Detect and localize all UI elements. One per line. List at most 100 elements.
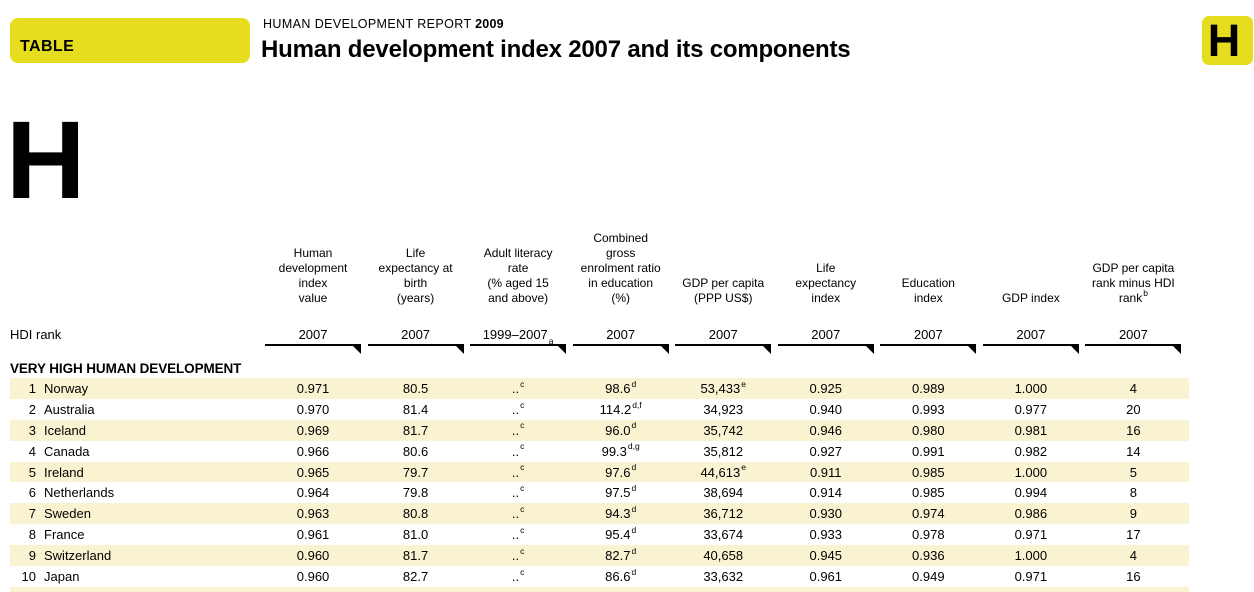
hdi-rank: 2	[28, 401, 36, 417]
cell-gdp_index: 0.982	[983, 444, 1086, 459]
cell-hdi_value: 0.963	[265, 506, 368, 521]
hdi-rank: 6	[28, 485, 36, 501]
cell-enrolment_ratio: 94.3d	[573, 505, 676, 522]
cell-life_expectancy_index: 0.930	[778, 506, 881, 521]
table-row: 9 Switzerland 0.960 81.7 ..c 82.7d 40,658 0.945…	[10, 545, 1189, 567]
cell-value: 0.936	[912, 548, 945, 564]
country-name: Norway	[44, 380, 89, 396]
column-year-hdi_value: 2007	[265, 314, 368, 344]
cell-value: 80.5	[402, 380, 429, 396]
footnote-marker: d	[631, 378, 637, 389]
column-year-gdp_index: 2007	[983, 314, 1086, 344]
cell-education_index: 0.974	[880, 506, 983, 521]
cell-value: 0.940	[809, 401, 843, 417]
column-header-hdi_value: Human development index value	[265, 210, 368, 314]
cell-adult_literacy: ..c	[470, 526, 573, 543]
rule-line	[470, 344, 567, 357]
footnote-marker: d,g	[627, 441, 640, 452]
table-row: 10 Japan 0.960 82.7 ..c 86.6d 33,632 0.961 0.949…	[10, 566, 1189, 587]
column-header-text: GDP per capita (PPP US$)	[682, 276, 764, 306]
column-header-text: Human development index value	[279, 246, 348, 306]
cell-value: 97.6	[605, 464, 631, 480]
cell-education_index: 0.993	[880, 402, 983, 417]
cell-hdi_value: 0.964	[265, 485, 368, 500]
table-row: 6 Netherlands 0.964 79.8 ..c 97.5d 38,694 0.914…	[10, 482, 1189, 503]
cell-enrolment_ratio: 97.5d	[573, 483, 676, 501]
cell-value: 9	[1129, 506, 1138, 522]
cell-adult_literacy: ..c	[470, 505, 573, 522]
cell-value: 81.4	[402, 401, 429, 417]
table-tag-label: TABLE	[20, 38, 75, 55]
cell-value: 0.930	[809, 506, 843, 522]
cell-value: 5	[1129, 464, 1138, 480]
table-row: 1 Norway 0.971 80.5 ..c 98.6d 53,433e 0.925 0.98…	[10, 378, 1189, 399]
column-header-text: Combined gross enrolment ratio in educat…	[581, 231, 661, 306]
cell-value: 0.963	[296, 506, 330, 522]
cell-life_expectancy: 82.7	[368, 569, 471, 584]
cell-enrolment_ratio: 99.3d,g	[573, 441, 676, 459]
cell-value: Life expectancy at birth (years)	[378, 246, 453, 305]
cell-value: 0.965	[296, 464, 330, 480]
cell-value: 40,658	[703, 548, 744, 564]
cell-value: 0.986	[1014, 506, 1048, 522]
cell-value: 0.978	[912, 527, 945, 543]
cell-value: 0.933	[809, 527, 843, 543]
country-name: Netherlands	[44, 485, 115, 501]
column-header-enrolment_ratio: Combined gross enrolment ratio in educat…	[573, 210, 676, 314]
cell-gdp_per_capita: 33,674	[675, 527, 778, 542]
cell-gdp_index: 1.000	[983, 381, 1086, 396]
column-header-text: GDP index	[1002, 291, 1060, 306]
column-rule-gdp_rank_minus_hdi_rank	[1085, 344, 1188, 357]
cell-life_expectancy_index: 0.914	[778, 485, 881, 500]
cell-life_expectancy_index: 0.945	[778, 548, 881, 563]
hdi-rank: 3	[28, 422, 36, 438]
cell-value: 0.985	[912, 485, 945, 501]
report-header: HUMAN DEVELOPMENT REPORT 2009	[263, 17, 504, 31]
cell-education_index: 0.980	[880, 423, 983, 438]
cell-enrolment_ratio: 98.6d	[573, 378, 676, 396]
table-year-row: HDI rank 2007 2007 1999–2007 a 2007 2007 2007 20…	[10, 314, 1189, 345]
column-rule-adult_literacy	[470, 344, 573, 357]
cell-education_index: 0.936	[880, 548, 983, 563]
hdi-rank: 8	[28, 527, 36, 543]
cell-value: 0.914	[809, 485, 843, 501]
hdi-rank: 9	[28, 548, 36, 564]
footnote-marker: b	[1143, 288, 1148, 298]
cell-value: GDP per capita (PPP US$)	[682, 276, 765, 305]
cell-enrolment_ratio: 86.6d	[573, 567, 676, 584]
cell-life_expectancy_index: 0.961	[778, 569, 881, 584]
cell-value: 0.911	[809, 464, 842, 480]
cell-education_index: 0.949	[880, 569, 983, 584]
cell-education_index: 0.985	[880, 485, 983, 500]
cell-value: 96.0	[605, 422, 631, 438]
column-rule-life_expectancy_index	[777, 344, 881, 357]
hdi-rank: 1	[28, 380, 36, 396]
cell-adult_literacy: ..c	[470, 546, 573, 563]
cell-gdp_index: 1.000	[983, 548, 1086, 563]
table-row: 2 Australia 0.970 81.4 ..c 114.2d,f 34,923 0.94…	[10, 399, 1189, 420]
column-header-text: GDP per capita rank minus HDI rankb	[1092, 261, 1175, 306]
cell-enrolment_ratio: 97.6d	[573, 463, 676, 480]
cell-enrolment_ratio: 114.2d,f	[573, 400, 676, 417]
footnote-marker: d	[631, 483, 637, 494]
cell-value: ..	[511, 464, 520, 480]
cell-value: GDP per capita rank minus HDI rank	[1092, 261, 1175, 305]
page-title: Human development index 2007 and its com…	[261, 36, 851, 63]
cell-education_index: 0.985	[880, 465, 983, 480]
country-name: Japan	[44, 568, 80, 584]
cell-value: 99.3	[601, 443, 627, 459]
cell-value: 1999–2007	[482, 327, 548, 342]
column-header-text: Adult literacy rate (% aged 15 and above…	[484, 246, 553, 306]
section-header: VERY HIGH HUMAN DEVELOPMENT	[10, 361, 242, 376]
cell-life_expectancy_index: 0.946	[778, 423, 881, 438]
cell-gdp_index: 0.994	[983, 485, 1086, 500]
cell-value: 1.000	[1014, 464, 1048, 480]
cell-value: Human development index value	[278, 246, 348, 305]
cell-life_expectancy: 79.7	[368, 465, 471, 480]
column-year-life_expectancy_index: 2007	[778, 314, 881, 344]
country-cell: 2 Australia	[10, 402, 265, 417]
cell-value: 0.960	[296, 548, 330, 564]
cell-gdp_per_capita: 34,923	[675, 402, 778, 417]
cell-value: 81.0	[402, 527, 429, 543]
country-name: Ireland	[44, 464, 84, 480]
